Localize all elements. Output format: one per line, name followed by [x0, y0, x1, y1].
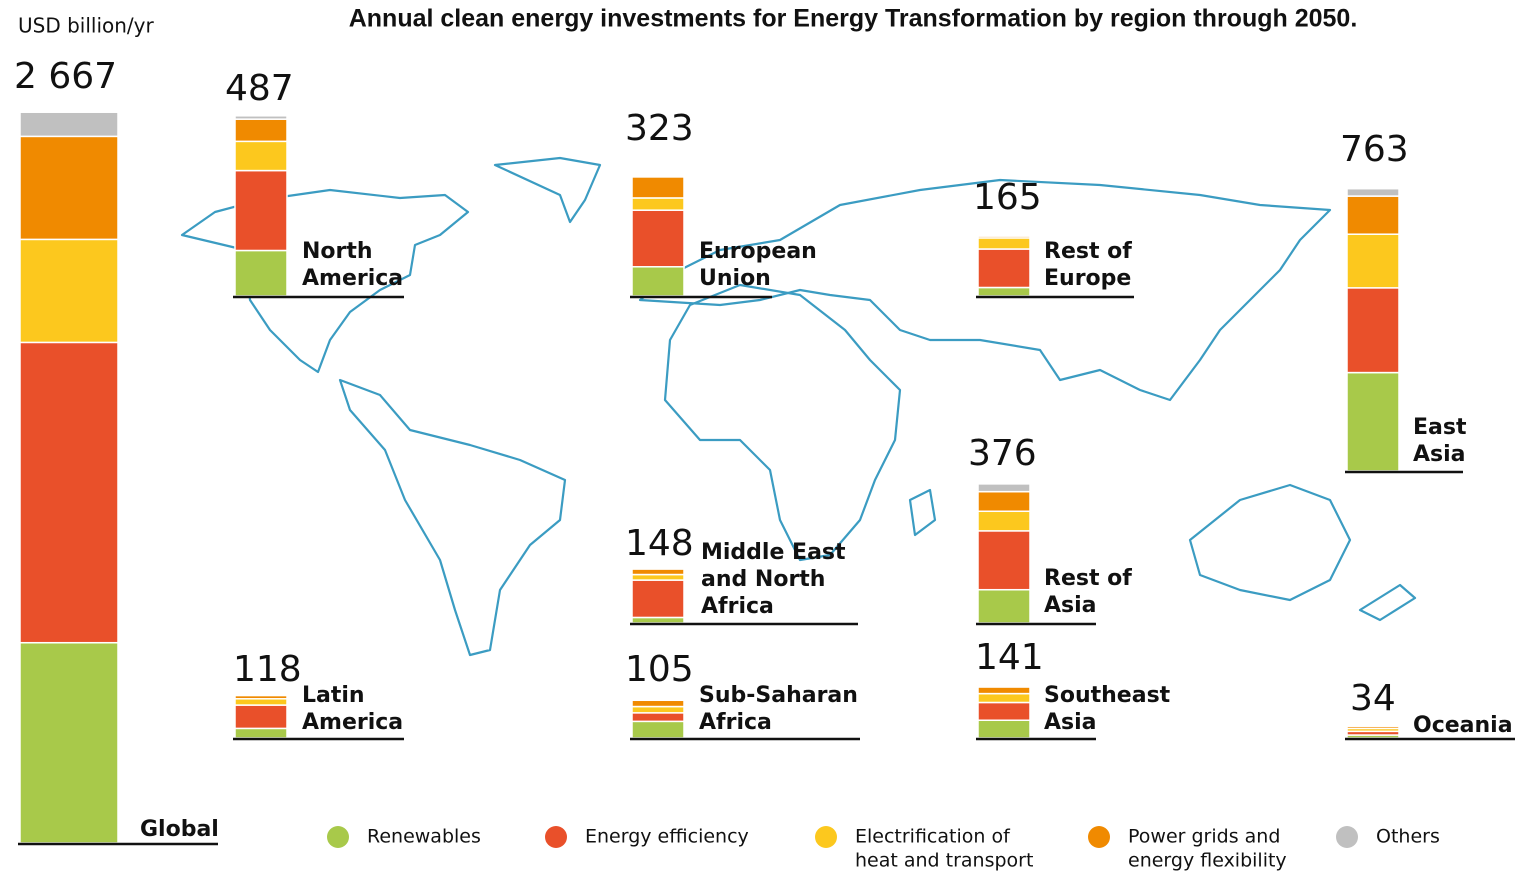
bar-segment [977, 234, 1031, 237]
bar-segment [19, 111, 119, 138]
bar-segment [631, 266, 685, 297]
bar-segment [1346, 187, 1400, 197]
legend-label: Power grids and [1128, 826, 1280, 848]
bar-segment [234, 115, 288, 120]
bar-segment [234, 169, 288, 252]
region-name: Asia [1044, 593, 1097, 618]
bar-segment [234, 140, 288, 172]
legend-label: Electrification of [855, 826, 1011, 848]
total-label: 148 [625, 523, 694, 564]
bar-segment [977, 692, 1031, 704]
total-label: 34 [1350, 678, 1396, 719]
bar-segment [977, 588, 1031, 624]
bar-segment [631, 579, 685, 619]
total-label: 2 667 [14, 56, 117, 97]
chart-title: Annual clean energy investments for Ener… [349, 5, 1358, 33]
region-name: East [1413, 415, 1467, 440]
bar-segment [631, 712, 685, 723]
bar-segment [631, 209, 685, 268]
bar-segment [977, 490, 1031, 513]
region-name: Southeast [1044, 683, 1171, 708]
bar-segment [977, 483, 1031, 493]
legend-label: heat and transport [855, 850, 1033, 872]
region-name: Global [140, 817, 219, 842]
legend-label: energy flexibility [1128, 850, 1287, 872]
region-name: Rest of [1044, 239, 1132, 264]
legend-swatch [815, 826, 837, 848]
region-name: Sub-Saharan [699, 683, 858, 708]
region-name: Union [699, 266, 771, 291]
total-label: 105 [625, 649, 694, 690]
bar-segment [977, 719, 1031, 739]
legend-swatch [327, 826, 349, 848]
bar-segment [631, 616, 685, 624]
total-label: 118 [233, 649, 302, 690]
bar-segment [19, 341, 119, 644]
bar-segment [631, 568, 685, 576]
bar-segment [631, 699, 685, 708]
total-label: 376 [968, 433, 1037, 474]
region-name: Rest of [1044, 566, 1132, 591]
legend-label: Renewables [367, 826, 481, 848]
bar-segment [1346, 287, 1400, 374]
bar-segment [1346, 724, 1400, 727]
region-name: Oceania [1413, 713, 1513, 738]
total-label: 487 [225, 68, 294, 109]
region-name: Africa [699, 710, 772, 735]
total-label: 141 [975, 637, 1044, 678]
bar-segment [977, 237, 1031, 250]
region-name: Asia [1044, 710, 1097, 735]
bar-segment [631, 720, 685, 739]
total-label: 323 [625, 108, 694, 149]
total-label: 165 [973, 177, 1042, 218]
bar-segment [234, 698, 288, 706]
bar-segment [234, 118, 288, 143]
bar-segment [19, 641, 119, 844]
region-name: Latin [302, 683, 365, 708]
bar-segment [1346, 371, 1400, 472]
region-name: America [302, 710, 403, 735]
legend-label: Others [1376, 826, 1440, 848]
total-label: 763 [1340, 129, 1409, 170]
bar-segment [234, 727, 288, 739]
bar-segment [234, 704, 288, 730]
bar-segment [234, 249, 288, 297]
bar-segment [19, 135, 119, 241]
bar-segment [977, 530, 1031, 591]
region-name: Middle East [701, 540, 846, 565]
legend-swatch [1336, 826, 1358, 848]
bar-segment [977, 701, 1031, 721]
world-map [180, 156, 1417, 657]
legend-swatch [545, 826, 567, 848]
bar-segment [631, 573, 685, 581]
bar-segment [977, 510, 1031, 532]
bar-segment [977, 685, 1031, 688]
bar-segment [19, 238, 119, 344]
unit-label: USD billion/yr [18, 14, 155, 38]
bar-segment [1346, 233, 1400, 289]
region-name: and North [701, 567, 825, 592]
bar-segment [977, 686, 1031, 695]
region-name: North [302, 239, 373, 264]
region-name: Asia [1413, 442, 1466, 467]
legend-label: Energy efficiency [585, 826, 749, 848]
legend-swatch [1088, 826, 1110, 848]
region-name: European [699, 239, 817, 264]
bar-segment [234, 693, 288, 697]
bar-segment [631, 197, 685, 211]
region-name: Europe [1044, 266, 1131, 291]
bar-segment [631, 698, 685, 702]
region-name: Africa [701, 594, 774, 619]
bar-segment [631, 176, 685, 199]
region-name: America [302, 266, 403, 291]
bar-segment [977, 286, 1031, 297]
bar-segment [1346, 195, 1400, 235]
bar-segment [631, 567, 685, 570]
bar-segment [977, 248, 1031, 289]
bar-segment [631, 705, 685, 714]
